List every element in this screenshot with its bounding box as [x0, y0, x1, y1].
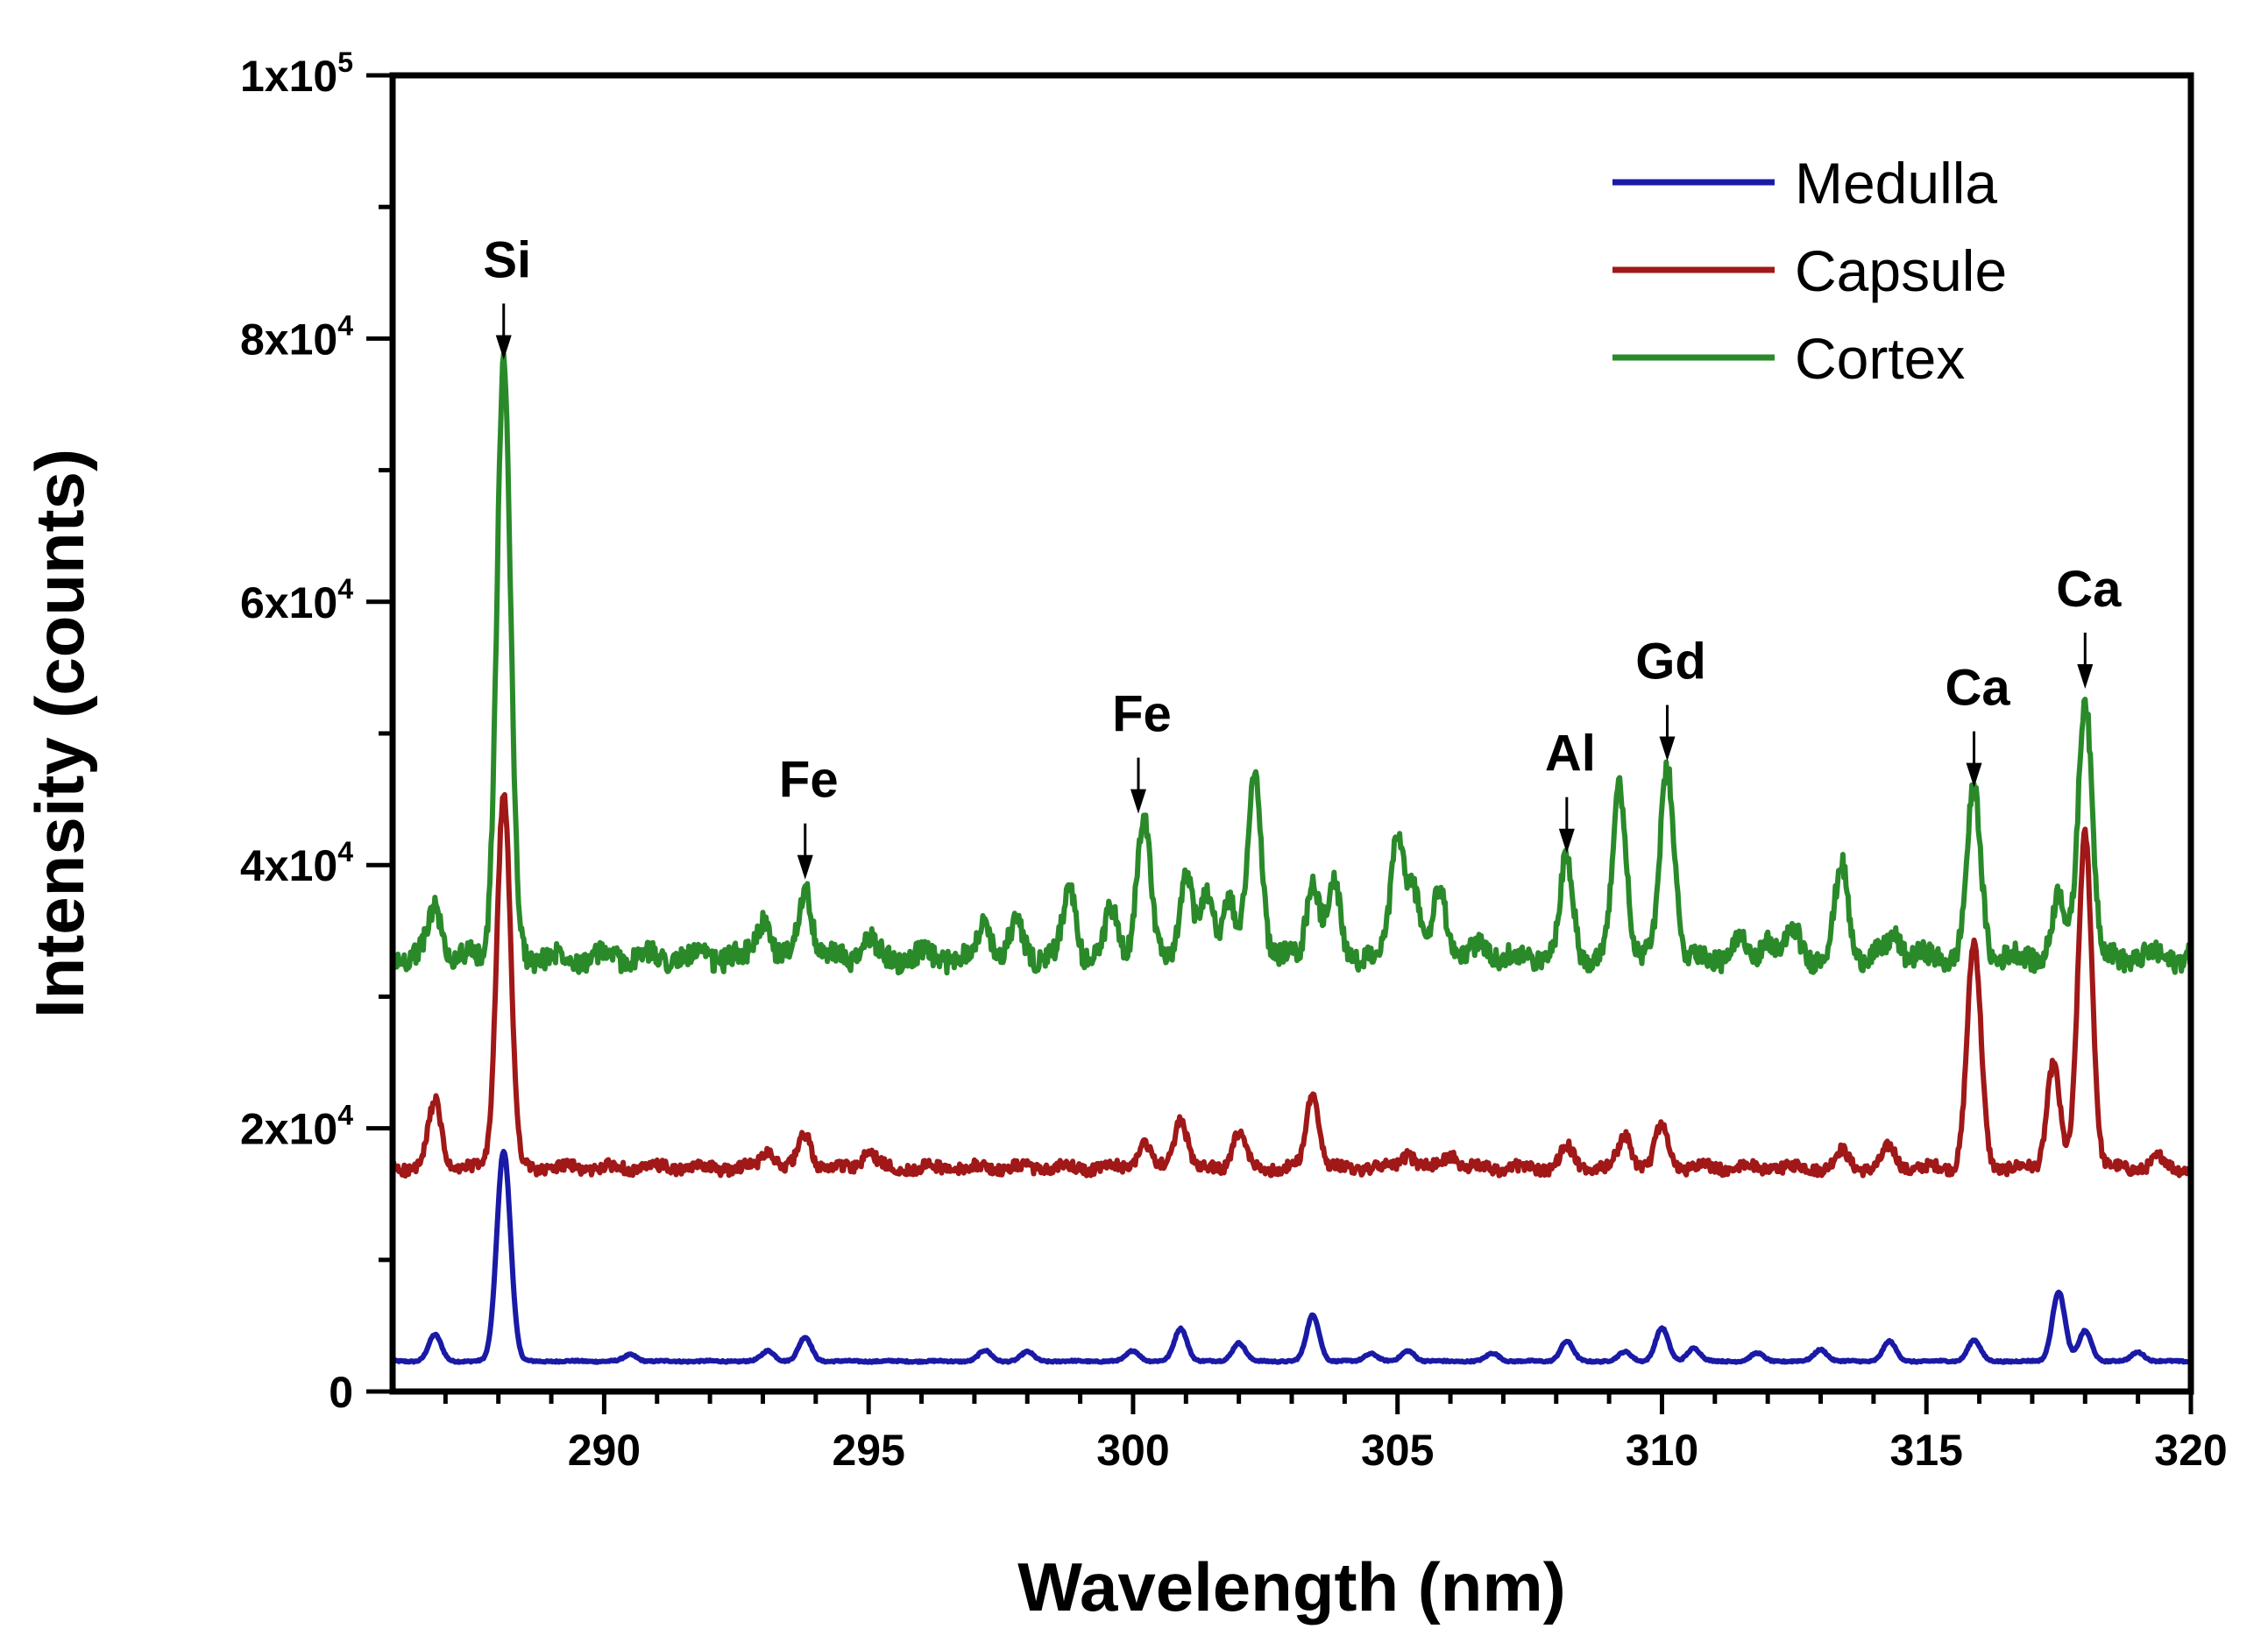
legend-label: Cortex [1795, 326, 1965, 391]
legend-label: Capsule [1795, 238, 2007, 303]
y-tick-label: 4x104 [240, 836, 353, 890]
x-tick-label: 320 [2154, 1426, 2227, 1475]
y-tick-exponent: 4 [337, 309, 353, 341]
legend-item-cortex: Cortex [1612, 326, 1965, 391]
annotation-arrowhead [1966, 762, 1982, 788]
annotation-label: Fe [779, 752, 839, 809]
legend-label: Medulla [1795, 151, 1997, 216]
x-axis: 290 295 300 305 310 315 320 [443, 1392, 2228, 1475]
y-tick-label: 1x105 [240, 46, 353, 101]
legend: Medulla Capsule Cortex [1612, 151, 2007, 391]
annotation-arrowhead [797, 854, 813, 880]
annotation-arrowhead [1130, 789, 1146, 814]
series-lines [393, 351, 2191, 1365]
legend-item-capsule: Capsule [1612, 238, 2007, 303]
y-tick-label: 0 [329, 1368, 353, 1417]
peak-annotation-ca: Ca [2056, 561, 2122, 689]
peak-annotations: Si Fe Fe Al Gd Ca Ca [483, 231, 2122, 880]
y-tick-label: 6x104 [240, 573, 353, 627]
annotation-arrowhead [1558, 828, 1575, 853]
series-line-capsule [393, 791, 2191, 1179]
peak-annotation-fe: Fe [1112, 686, 1172, 814]
peak-annotation-gd: Gd [1635, 634, 1706, 761]
annotation-label: Gd [1635, 634, 1706, 690]
y-tick-mantissa: 4x10 [240, 841, 337, 890]
y-tick-mantissa: 8x10 [240, 315, 337, 364]
x-tick-label: 310 [1626, 1426, 1698, 1475]
y-axis-title: Intensity (counts) [21, 449, 98, 1018]
peak-annotation-al: Al [1545, 726, 1596, 853]
peak-annotation-ca: Ca [1945, 660, 2010, 788]
y-tick-mantissa: 0 [329, 1368, 353, 1417]
x-tick-label: 290 [568, 1426, 641, 1475]
x-tick-label: 295 [832, 1426, 904, 1475]
series-line-medulla [393, 1149, 2191, 1365]
y-tick-label: 8x104 [240, 309, 353, 364]
peak-annotation-fe: Fe [779, 752, 839, 880]
y-tick-label: 2x104 [240, 1100, 353, 1154]
annotation-arrowhead [2077, 663, 2094, 689]
y-tick-exponent: 4 [337, 836, 353, 867]
x-tick-label: 305 [1361, 1426, 1434, 1475]
y-tick-mantissa: 1x10 [240, 52, 337, 101]
series-line-cortex [393, 351, 2191, 976]
annotation-label: Ca [2056, 561, 2122, 618]
annotation-arrowhead [495, 335, 512, 360]
y-tick-mantissa: 2x10 [240, 1105, 337, 1154]
y-tick-exponent: 4 [337, 1100, 353, 1131]
y-tick-mantissa: 6x10 [240, 578, 337, 627]
legend-item-medulla: Medulla [1612, 151, 1997, 216]
annotation-label: Fe [1112, 686, 1172, 743]
annotation-label: Al [1545, 726, 1596, 783]
annotation-label: Ca [1945, 660, 2010, 717]
annotation-label: Si [483, 231, 531, 288]
x-tick-label: 300 [1096, 1426, 1169, 1475]
y-tick-exponent: 4 [337, 573, 353, 605]
peak-annotation-si: Si [483, 231, 531, 360]
x-tick-label: 315 [1890, 1426, 1963, 1475]
annotation-arrowhead [1659, 736, 1676, 761]
x-axis-title: Wavelength (nm) [1017, 1548, 1565, 1625]
y-tick-exponent: 5 [337, 46, 353, 78]
